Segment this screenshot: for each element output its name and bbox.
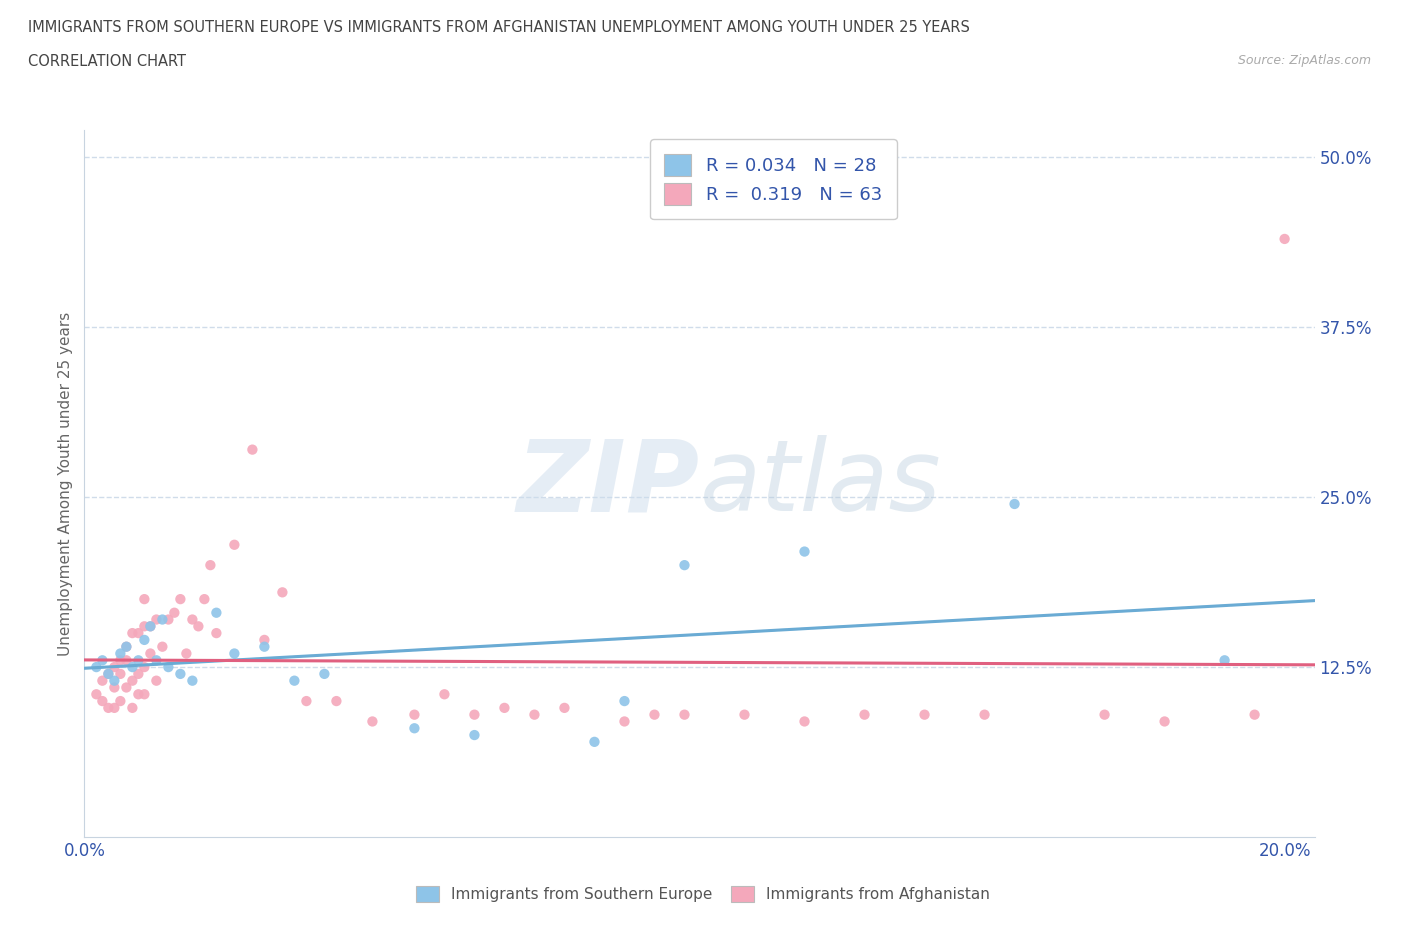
Point bbox=[224, 538, 246, 552]
Point bbox=[523, 707, 546, 722]
Point bbox=[1004, 497, 1026, 512]
Point bbox=[205, 605, 228, 620]
Point bbox=[115, 653, 138, 668]
Point bbox=[121, 673, 143, 688]
Point bbox=[86, 659, 108, 674]
Point bbox=[193, 591, 215, 606]
Point bbox=[1274, 232, 1296, 246]
Point bbox=[853, 707, 876, 722]
Point bbox=[134, 632, 156, 647]
Point bbox=[91, 694, 114, 709]
Point bbox=[134, 687, 156, 702]
Point bbox=[150, 639, 173, 654]
Point bbox=[253, 639, 276, 654]
Point bbox=[115, 680, 138, 695]
Point bbox=[110, 653, 132, 668]
Text: ZIP: ZIP bbox=[516, 435, 700, 532]
Point bbox=[91, 673, 114, 688]
Point bbox=[494, 700, 516, 715]
Legend: Immigrants from Southern Europe, Immigrants from Afghanistan: Immigrants from Southern Europe, Immigra… bbox=[411, 880, 995, 909]
Point bbox=[734, 707, 756, 722]
Point bbox=[643, 707, 665, 722]
Point bbox=[97, 667, 120, 682]
Point bbox=[205, 626, 228, 641]
Point bbox=[103, 700, 125, 715]
Point bbox=[314, 667, 336, 682]
Point bbox=[253, 632, 276, 647]
Point bbox=[793, 714, 815, 729]
Point bbox=[110, 694, 132, 709]
Point bbox=[134, 659, 156, 674]
Point bbox=[433, 687, 456, 702]
Point bbox=[914, 707, 936, 722]
Text: atlas: atlas bbox=[700, 435, 941, 532]
Point bbox=[583, 735, 606, 750]
Point bbox=[145, 612, 167, 627]
Point bbox=[97, 700, 120, 715]
Point bbox=[127, 667, 149, 682]
Point bbox=[139, 646, 162, 661]
Point bbox=[103, 659, 125, 674]
Point bbox=[139, 618, 162, 633]
Point bbox=[283, 673, 305, 688]
Point bbox=[103, 673, 125, 688]
Point bbox=[613, 694, 636, 709]
Point bbox=[134, 591, 156, 606]
Point bbox=[1153, 714, 1175, 729]
Point bbox=[187, 618, 209, 633]
Point bbox=[1094, 707, 1116, 722]
Point bbox=[176, 646, 198, 661]
Point bbox=[325, 694, 347, 709]
Point bbox=[150, 612, 173, 627]
Point bbox=[115, 639, 138, 654]
Point bbox=[404, 707, 426, 722]
Point bbox=[404, 721, 426, 736]
Point bbox=[97, 667, 120, 682]
Point bbox=[157, 659, 180, 674]
Point bbox=[121, 659, 143, 674]
Point bbox=[91, 653, 114, 668]
Point bbox=[793, 544, 815, 559]
Point bbox=[673, 707, 696, 722]
Text: Source: ZipAtlas.com: Source: ZipAtlas.com bbox=[1237, 54, 1371, 67]
Point bbox=[134, 618, 156, 633]
Legend: R = 0.034   N = 28, R =  0.319   N = 63: R = 0.034 N = 28, R = 0.319 N = 63 bbox=[650, 140, 897, 219]
Point bbox=[973, 707, 995, 722]
Point bbox=[361, 714, 384, 729]
Point bbox=[145, 673, 167, 688]
Point bbox=[127, 653, 149, 668]
Point bbox=[1243, 707, 1265, 722]
Point bbox=[127, 687, 149, 702]
Point bbox=[271, 585, 294, 600]
Point bbox=[115, 639, 138, 654]
Point bbox=[121, 626, 143, 641]
Point bbox=[145, 653, 167, 668]
Point bbox=[127, 626, 149, 641]
Point bbox=[463, 707, 485, 722]
Point bbox=[110, 646, 132, 661]
Point bbox=[110, 667, 132, 682]
Point bbox=[163, 605, 186, 620]
Point bbox=[673, 558, 696, 573]
Point bbox=[224, 646, 246, 661]
Point bbox=[295, 694, 318, 709]
Point bbox=[242, 442, 264, 457]
Point bbox=[121, 700, 143, 715]
Y-axis label: Unemployment Among Youth under 25 years: Unemployment Among Youth under 25 years bbox=[58, 312, 73, 656]
Point bbox=[139, 618, 162, 633]
Point bbox=[613, 714, 636, 729]
Point bbox=[86, 687, 108, 702]
Point bbox=[553, 700, 575, 715]
Point bbox=[157, 612, 180, 627]
Text: CORRELATION CHART: CORRELATION CHART bbox=[28, 54, 186, 69]
Point bbox=[200, 558, 222, 573]
Point bbox=[1213, 653, 1236, 668]
Point bbox=[463, 727, 485, 742]
Point bbox=[169, 591, 191, 606]
Point bbox=[181, 612, 204, 627]
Point bbox=[181, 673, 204, 688]
Point bbox=[103, 680, 125, 695]
Text: IMMIGRANTS FROM SOUTHERN EUROPE VS IMMIGRANTS FROM AFGHANISTAN UNEMPLOYMENT AMON: IMMIGRANTS FROM SOUTHERN EUROPE VS IMMIG… bbox=[28, 20, 970, 35]
Point bbox=[169, 667, 191, 682]
